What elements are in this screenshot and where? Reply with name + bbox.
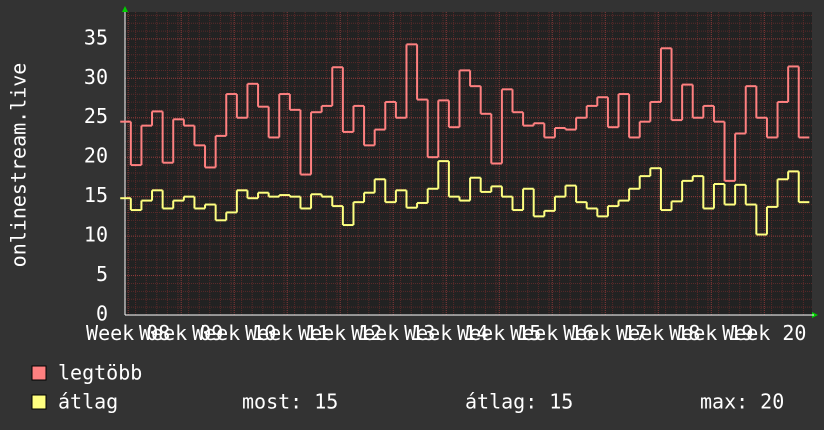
x-tick-label: Week 15	[457, 321, 541, 345]
x-tick-label: Week 14	[404, 321, 488, 345]
x-tick-label: Week 19	[669, 321, 753, 345]
stat-label: most:	[242, 390, 302, 414]
stat-label: max:	[700, 390, 748, 414]
x-tick-label: Week 17	[563, 321, 647, 345]
x-tick-label: Week 09	[139, 321, 223, 345]
stat-value: 15	[549, 390, 573, 414]
x-tick-label: Week 20	[722, 321, 806, 345]
legend-label: átlag	[58, 390, 118, 414]
axis-arrow	[122, 6, 128, 12]
legend-swatch	[31, 365, 47, 381]
y-tick-label: 15	[84, 183, 108, 207]
y-tick-label: 0	[96, 302, 108, 326]
y-tick-label: 20	[84, 144, 108, 168]
y-tick-label: 30	[84, 65, 108, 89]
y-tick-label: 10	[84, 223, 108, 247]
x-tick-label: Week 16	[510, 321, 594, 345]
stat-value: 15	[314, 390, 338, 414]
stat-label: átlag:	[465, 390, 537, 414]
plot-area	[125, 12, 812, 315]
legend-label: legtöbb	[58, 361, 142, 385]
y-axis-label: onlinestream.live	[7, 63, 31, 268]
axis-arrow	[812, 312, 818, 318]
x-tick-label: Week 12	[298, 321, 382, 345]
stat-value: 20	[760, 390, 784, 414]
y-tick-label: 5	[96, 262, 108, 286]
y-tick-label: 35	[84, 25, 108, 49]
x-tick-label: Week 08	[86, 321, 170, 345]
x-tick-label: Week 10	[192, 321, 276, 345]
x-tick-label: Week 18	[616, 321, 700, 345]
x-tick-label: Week 11	[245, 321, 329, 345]
legend-swatch	[31, 394, 47, 410]
x-tick-label: Week 13	[351, 321, 435, 345]
y-tick-label: 25	[84, 104, 108, 128]
